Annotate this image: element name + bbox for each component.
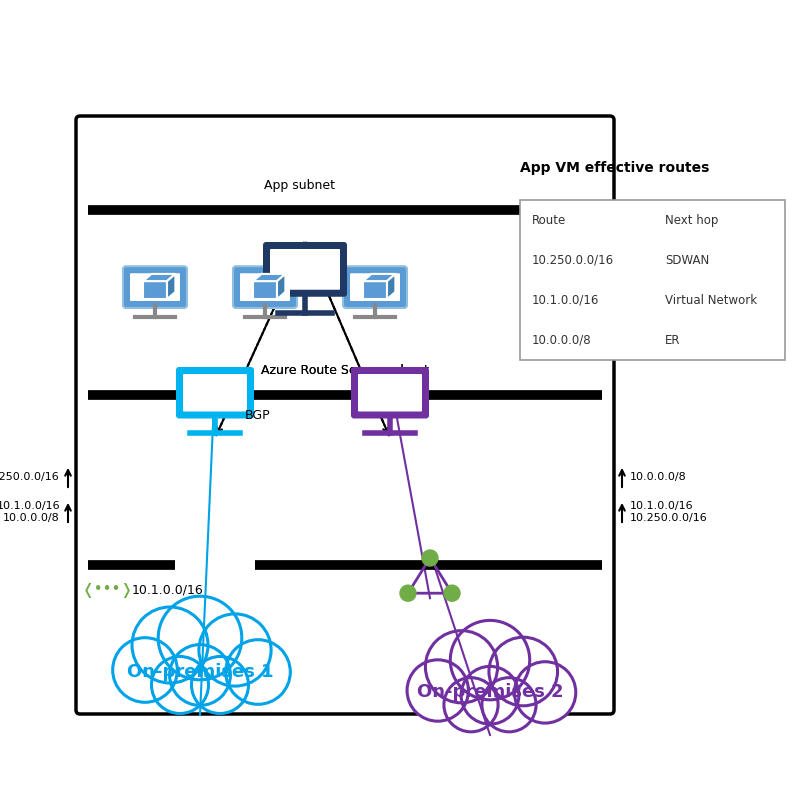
Polygon shape [253, 281, 277, 299]
Polygon shape [253, 274, 286, 281]
Circle shape [132, 607, 208, 683]
Text: 10.250.0.0/16: 10.250.0.0/16 [532, 253, 614, 266]
FancyBboxPatch shape [176, 367, 254, 418]
Text: 10.1.0.0/16
10.250.0.0/16: 10.1.0.0/16 10.250.0.0/16 [630, 501, 708, 523]
Circle shape [400, 585, 416, 601]
Polygon shape [167, 274, 175, 299]
FancyBboxPatch shape [270, 249, 340, 290]
Text: 10.1.0.0/16: 10.1.0.0/16 [532, 293, 599, 307]
Circle shape [444, 585, 460, 601]
Text: 10.0.0.0/8: 10.0.0.0/8 [630, 472, 686, 482]
Text: Azure Route Server subnet: Azure Route Server subnet [261, 363, 429, 376]
Text: SDWAN: SDWAN [190, 387, 240, 399]
Circle shape [170, 645, 230, 705]
Circle shape [426, 630, 498, 703]
Text: ARS: ARS [290, 262, 321, 277]
Polygon shape [277, 274, 286, 299]
FancyBboxPatch shape [358, 374, 422, 411]
Circle shape [514, 662, 576, 723]
Circle shape [450, 620, 530, 700]
Text: SDWAN: SDWAN [665, 253, 710, 266]
Circle shape [489, 638, 558, 706]
FancyBboxPatch shape [130, 273, 180, 301]
Text: Next hop: Next hop [665, 214, 718, 226]
Text: ❬•••❭: ❬•••❭ [82, 583, 134, 598]
Circle shape [226, 640, 290, 705]
Text: BGP: BGP [245, 409, 271, 422]
Text: Virtual Network: Virtual Network [665, 293, 757, 307]
Text: Route: Route [532, 214, 566, 226]
Text: On-premises 2: On-premises 2 [417, 683, 563, 701]
FancyBboxPatch shape [123, 266, 187, 308]
FancyBboxPatch shape [343, 266, 407, 308]
FancyBboxPatch shape [183, 374, 247, 411]
Text: 10.0.0.0/8: 10.0.0.0/8 [532, 333, 592, 347]
FancyBboxPatch shape [351, 367, 429, 418]
Text: App VM effective routes: App VM effective routes [520, 161, 710, 175]
Text: 10.1.0.0/16
10.0.0.0/8: 10.1.0.0/16 10.0.0.0/8 [0, 501, 60, 523]
Circle shape [199, 614, 271, 686]
Circle shape [461, 666, 519, 724]
FancyBboxPatch shape [233, 266, 297, 308]
FancyBboxPatch shape [350, 273, 400, 301]
Circle shape [158, 596, 242, 680]
FancyBboxPatch shape [263, 242, 347, 296]
Text: App subnet: App subnet [265, 179, 335, 191]
Polygon shape [363, 274, 395, 281]
Polygon shape [143, 274, 175, 281]
Circle shape [151, 657, 209, 713]
Text: ER
GW: ER GW [378, 379, 402, 406]
Polygon shape [143, 281, 167, 299]
Circle shape [191, 657, 249, 713]
FancyBboxPatch shape [76, 116, 614, 714]
Circle shape [407, 660, 469, 721]
Polygon shape [363, 281, 387, 299]
Text: Azure Route Server subnet: Azure Route Server subnet [261, 363, 429, 376]
Polygon shape [387, 274, 395, 299]
Text: On-premises 1: On-premises 1 [126, 663, 274, 681]
Text: 10.250.0.0/16: 10.250.0.0/16 [0, 472, 60, 482]
Circle shape [113, 638, 178, 702]
FancyBboxPatch shape [240, 273, 290, 301]
Circle shape [444, 677, 498, 732]
Circle shape [482, 677, 536, 732]
Text: 10.1.0.0/16: 10.1.0.0/16 [132, 583, 204, 596]
Circle shape [422, 550, 438, 566]
FancyBboxPatch shape [520, 200, 785, 360]
Text: ER: ER [665, 333, 681, 347]
